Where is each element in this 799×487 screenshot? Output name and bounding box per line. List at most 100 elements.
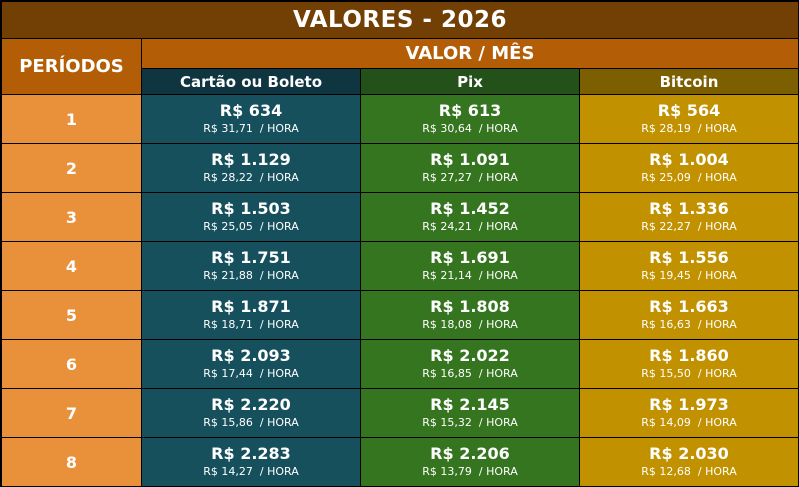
monthly-price: R$ 1.004	[649, 150, 729, 169]
per-hour-suffix: / HORA	[697, 367, 737, 380]
hourly-price: R$ 15,32	[422, 416, 472, 429]
hourly-price-line: R$ 15,32 / HORA	[422, 415, 518, 431]
price-cell-bitcoin: R$ 1.336 R$ 22,27 / HORA	[580, 193, 798, 241]
table-title: VALORES - 2026	[2, 2, 798, 38]
per-hour-suffix: / HORA	[478, 465, 518, 478]
hourly-price: R$ 12,68	[641, 465, 691, 478]
per-hour-suffix: / HORA	[697, 220, 737, 233]
monthly-price: R$ 1.452	[430, 199, 510, 218]
periods-header: PERÍODOS	[2, 39, 141, 94]
hourly-price: R$ 18,08	[422, 318, 472, 331]
per-hour-suffix: / HORA	[697, 122, 737, 135]
hourly-price: R$ 27,27	[422, 171, 472, 184]
monthly-price: R$ 2.145	[430, 395, 510, 414]
hourly-price: R$ 31,71	[203, 122, 253, 135]
hourly-price: R$ 24,21	[422, 220, 472, 233]
period-cell: 5	[2, 291, 141, 339]
hourly-price-line: R$ 16,85 / HORA	[422, 366, 518, 382]
period-cell: 1	[2, 95, 141, 143]
hourly-price-line: R$ 24,21 / HORA	[422, 219, 518, 235]
monthly-price: R$ 1.973	[649, 395, 729, 414]
hourly-price-line: R$ 16,63 / HORA	[641, 317, 737, 333]
per-hour-suffix: / HORA	[259, 171, 299, 184]
price-cell-card-or-boleto: R$ 1.503 R$ 25,05 / HORA	[142, 193, 360, 241]
monthly-price: R$ 1.503	[211, 199, 291, 218]
hourly-price: R$ 17,44	[203, 367, 253, 380]
hourly-price: R$ 16,63	[641, 318, 691, 331]
per-hour-suffix: / HORA	[259, 122, 299, 135]
monthly-price: R$ 564	[657, 101, 721, 120]
monthly-price: R$ 634	[219, 101, 283, 120]
monthly-price: R$ 1.871	[211, 297, 291, 316]
period-cell: 6	[2, 340, 141, 388]
hourly-price: R$ 25,09	[641, 171, 691, 184]
price-cell-pix: R$ 1.808 R$ 18,08 / HORA	[361, 291, 579, 339]
monthly-price: R$ 1.663	[649, 297, 729, 316]
period-cell: 2	[2, 144, 141, 192]
monthly-price: R$ 2.030	[649, 444, 729, 463]
hourly-price: R$ 21,88	[203, 269, 253, 282]
hourly-price: R$ 19,45	[641, 269, 691, 282]
per-hour-suffix: / HORA	[478, 416, 518, 429]
monthly-price: R$ 2.022	[430, 346, 510, 365]
monthly-price: R$ 2.220	[211, 395, 291, 414]
price-cell-card-or-boleto: R$ 1.751 R$ 21,88 / HORA	[142, 242, 360, 290]
monthly-price: R$ 1.091	[430, 150, 510, 169]
hourly-price-line: R$ 31,71 / HORA	[203, 121, 299, 137]
price-cell-bitcoin: R$ 1.860 R$ 15,50 / HORA	[580, 340, 798, 388]
price-cell-bitcoin: R$ 1.556 R$ 19,45 / HORA	[580, 242, 798, 290]
hourly-price-line: R$ 22,27 / HORA	[641, 219, 737, 235]
hourly-price-line: R$ 30,64 / HORA	[422, 121, 518, 137]
price-cell-pix: R$ 613 R$ 30,64 / HORA	[361, 95, 579, 143]
hourly-price: R$ 28,22	[203, 171, 253, 184]
hourly-price-line: R$ 17,44 / HORA	[203, 366, 299, 382]
per-hour-suffix: / HORA	[697, 465, 737, 478]
price-cell-card-or-boleto: R$ 1.871 R$ 18,71 / HORA	[142, 291, 360, 339]
price-cell-pix: R$ 2.145 R$ 15,32 / HORA	[361, 389, 579, 437]
per-hour-suffix: / HORA	[259, 465, 299, 478]
price-cell-pix: R$ 1.691 R$ 21,14 / HORA	[361, 242, 579, 290]
period-cell: 3	[2, 193, 141, 241]
per-hour-suffix: / HORA	[478, 122, 518, 135]
price-cell-pix: R$ 1.452 R$ 24,21 / HORA	[361, 193, 579, 241]
price-cell-card-or-boleto: R$ 2.283 R$ 14,27 / HORA	[142, 438, 360, 486]
hourly-price: R$ 13,79	[422, 465, 472, 478]
hourly-price-line: R$ 18,08 / HORA	[422, 317, 518, 333]
monthly-price: R$ 2.093	[211, 346, 291, 365]
per-hour-suffix: / HORA	[478, 269, 518, 282]
per-hour-suffix: / HORA	[478, 220, 518, 233]
hourly-price-line: R$ 13,79 / HORA	[422, 464, 518, 480]
price-cell-card-or-boleto: R$ 2.093 R$ 17,44 / HORA	[142, 340, 360, 388]
hourly-price-line: R$ 12,68 / HORA	[641, 464, 737, 480]
monthly-price: R$ 1.129	[211, 150, 291, 169]
hourly-price: R$ 15,86	[203, 416, 253, 429]
hourly-price-line: R$ 21,14 / HORA	[422, 268, 518, 284]
price-cell-card-or-boleto: R$ 1.129 R$ 28,22 / HORA	[142, 144, 360, 192]
monthly-price: R$ 1.336	[649, 199, 729, 218]
hourly-price: R$ 28,19	[641, 122, 691, 135]
hourly-price-line: R$ 14,09 / HORA	[641, 415, 737, 431]
hourly-price-line: R$ 15,86 / HORA	[203, 415, 299, 431]
per-hour-suffix: / HORA	[478, 171, 518, 184]
monthly-price: R$ 1.691	[430, 248, 510, 267]
hourly-price: R$ 25,05	[203, 220, 253, 233]
column-header-pix: Pix	[361, 69, 579, 94]
monthly-price: R$ 1.860	[649, 346, 729, 365]
per-hour-suffix: / HORA	[478, 367, 518, 380]
column-header-bitcoin: Bitcoin	[580, 69, 798, 94]
hourly-price: R$ 21,14	[422, 269, 472, 282]
hourly-price-line: R$ 28,22 / HORA	[203, 170, 299, 186]
value-per-month-header: VALOR / MÊS	[142, 39, 798, 68]
hourly-price-line: R$ 25,09 / HORA	[641, 170, 737, 186]
price-cell-bitcoin: R$ 1.004 R$ 25,09 / HORA	[580, 144, 798, 192]
price-cell-bitcoin: R$ 564 R$ 28,19 / HORA	[580, 95, 798, 143]
period-cell: 7	[2, 389, 141, 437]
price-cell-card-or-boleto: R$ 634 R$ 31,71 / HORA	[142, 95, 360, 143]
monthly-price: R$ 613	[438, 101, 502, 120]
monthly-price: R$ 1.808	[430, 297, 510, 316]
hourly-price-line: R$ 15,50 / HORA	[641, 366, 737, 382]
per-hour-suffix: / HORA	[259, 367, 299, 380]
period-cell: 8	[2, 438, 141, 486]
per-hour-suffix: / HORA	[697, 171, 737, 184]
